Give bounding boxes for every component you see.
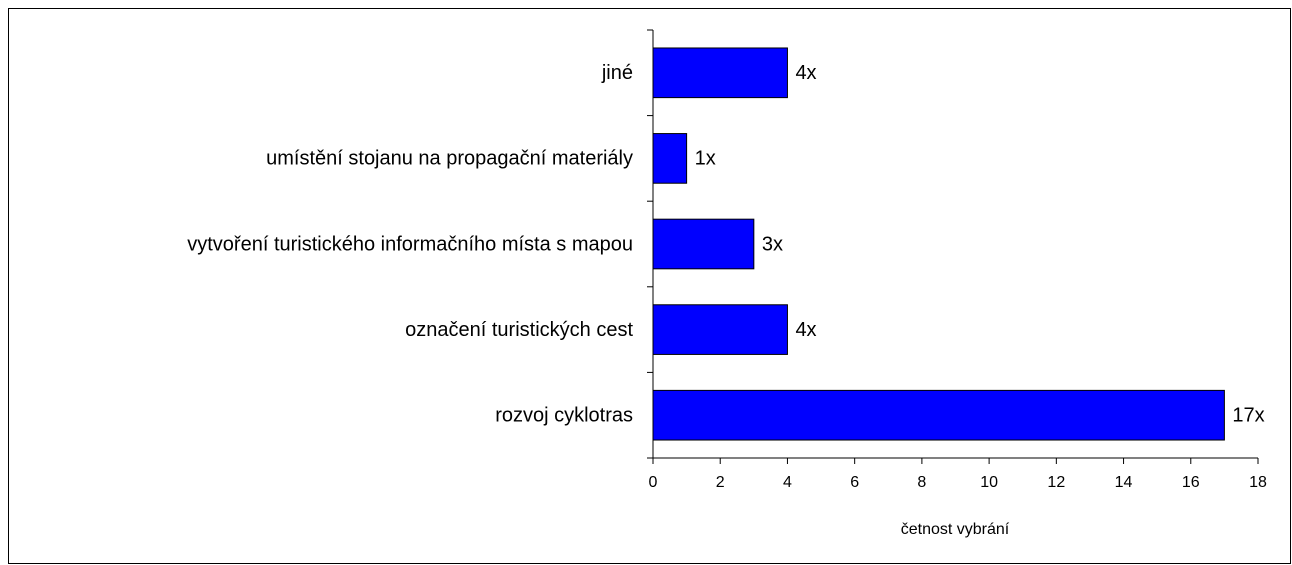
x-tick-label: 16 <box>1182 474 1200 491</box>
y-tick-label: označení turistických cest <box>405 319 633 341</box>
value-label: 3x <box>762 233 783 255</box>
x-tick-label: 4 <box>783 474 792 491</box>
x-tick-label: 6 <box>850 474 859 491</box>
bar <box>652 304 788 355</box>
value-label: 17x <box>1232 404 1264 426</box>
y-tick-label: umístění stojanu na propagační materiály <box>266 148 633 170</box>
x-tick-label: 0 <box>649 474 658 491</box>
chart-frame <box>8 8 1291 564</box>
value-label: 1x <box>695 148 716 170</box>
bar <box>652 47 788 99</box>
bar <box>652 218 755 270</box>
x-tick-label: 8 <box>917 474 926 491</box>
bar <box>652 389 1225 441</box>
value-label: 4x <box>795 62 816 84</box>
value-label: 4x <box>795 319 816 341</box>
x-tick-label: 18 <box>1249 474 1267 491</box>
x-tick-label: 14 <box>1115 474 1133 491</box>
x-tick-label: 12 <box>1047 474 1065 491</box>
x-axis-label: četnost vybrání <box>901 521 1010 538</box>
bar <box>652 133 688 184</box>
y-tick-label: jiné <box>601 62 633 84</box>
y-tick-label: rozvoj cyklotras <box>495 404 633 426</box>
x-tick-label: 2 <box>716 474 725 491</box>
x-tick-label: 10 <box>980 474 998 491</box>
y-tick-label: vytvoření turistického informačního míst… <box>187 233 633 255</box>
